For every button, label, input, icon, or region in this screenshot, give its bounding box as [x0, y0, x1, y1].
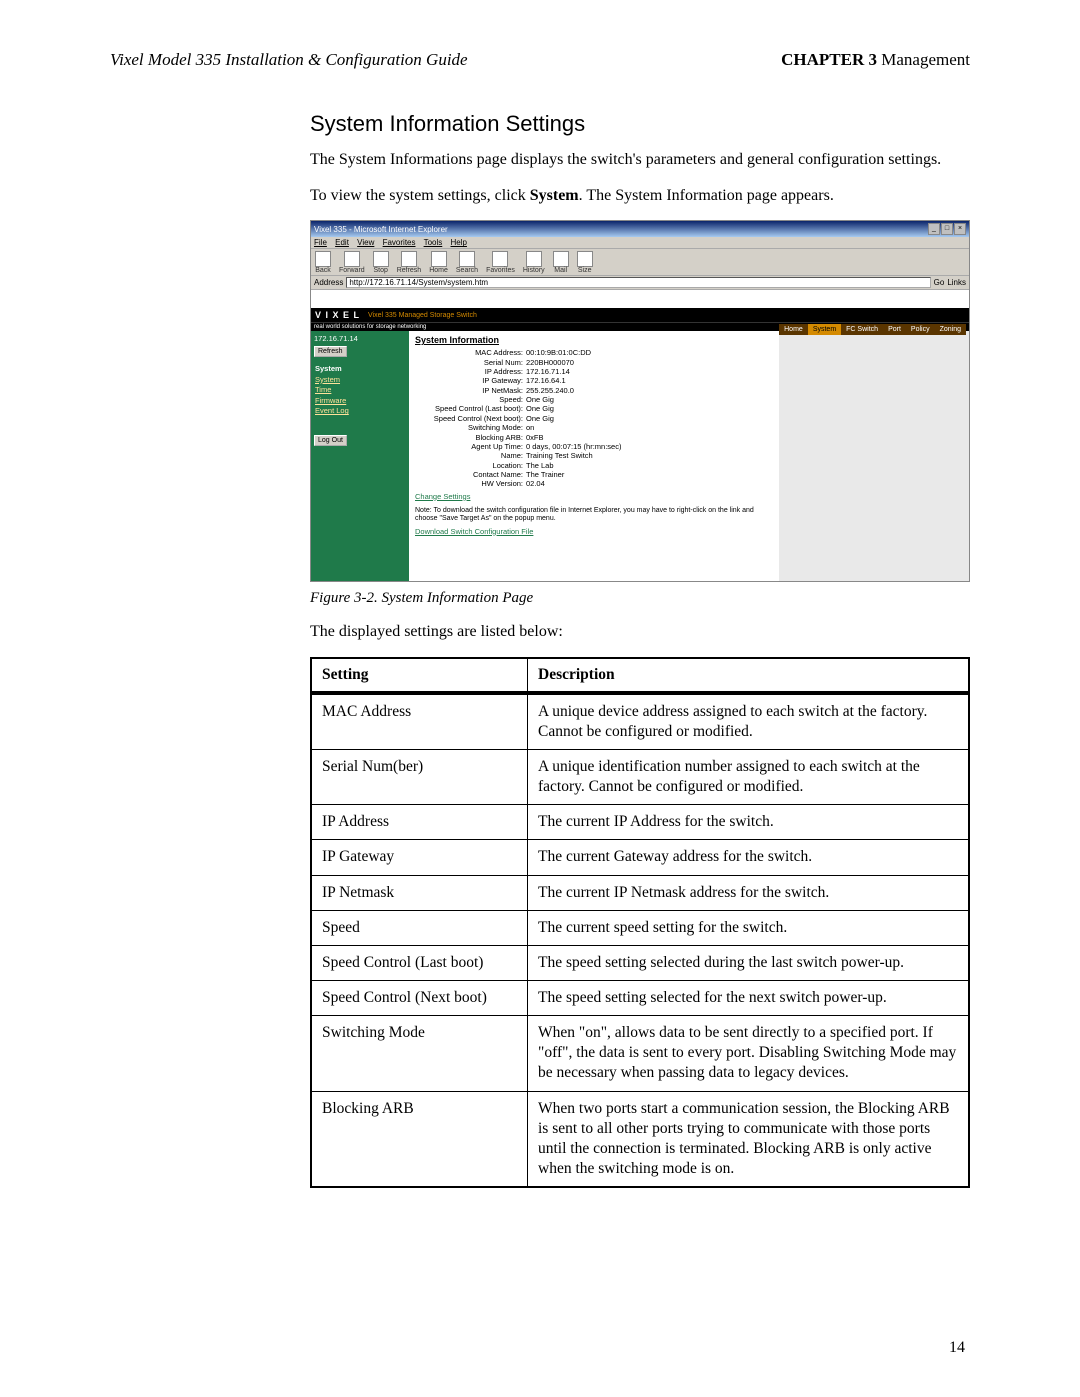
download-link[interactable]: Download Switch Configuration File: [415, 527, 533, 536]
info-row: Speed Control (Next boot):One Gig: [415, 414, 773, 423]
info-row: Name:Training Test Switch: [415, 451, 773, 460]
brand-slogan: real world solutions for storage network…: [311, 322, 969, 331]
toolbar-stop[interactable]: Stop: [373, 251, 389, 274]
sidebar-item-time[interactable]: Time: [314, 385, 406, 396]
panel-title: System Information: [415, 335, 773, 345]
minimize-icon[interactable]: _: [928, 223, 940, 235]
table-row: Serial Num(ber)A unique identification n…: [311, 750, 969, 805]
toolbar-back[interactable]: Back: [315, 251, 331, 274]
col-setting: Setting: [311, 658, 528, 693]
window-titlebar: Vixel 335 - Microsoft Internet Explorer …: [311, 221, 969, 237]
page-number: 14: [949, 1339, 965, 1357]
chapter-text: Management: [877, 50, 970, 69]
section-title: System Information Settings: [310, 111, 970, 137]
doc-title: Vixel Model 335 Installation & Configura…: [110, 50, 468, 70]
chapter-label: CHAPTER 3 Management: [781, 50, 970, 70]
window-buttons[interactable]: _ □ ×: [928, 223, 966, 235]
address-url[interactable]: http://172.16.71.14/System/system.htm: [346, 277, 930, 288]
window-title: Vixel 335 - Microsoft Internet Explorer: [314, 225, 448, 234]
figure-caption: Figure 3-2. System Information Page: [310, 590, 970, 607]
sidebar-item-eventlog[interactable]: Event Log: [314, 406, 406, 417]
nav-tabs[interactable]: HomeSystemFC SwitchPortPolicyZoning: [779, 324, 966, 335]
vixel-logo: V I X E L: [311, 308, 364, 322]
table-row: MAC AddressA unique device address assig…: [311, 693, 969, 750]
toolbar-size[interactable]: Size: [577, 251, 593, 274]
toolbar-favorites[interactable]: Favorites: [486, 251, 515, 274]
toolbar-home[interactable]: Home: [429, 251, 448, 274]
sidebar-ip: 172.16.71.14: [314, 334, 406, 343]
table-row: IP GatewayThe current Gateway address fo…: [311, 840, 969, 875]
main-panel: System Information MAC Address:00:10:9B:…: [409, 331, 779, 582]
brand-bar: V I X E L Vixel 335 Managed Storage Swit…: [311, 308, 969, 322]
table-row: Blocking ARBWhen two ports start a commu…: [311, 1091, 969, 1187]
table-row: Speed Control (Last boot)The speed setti…: [311, 945, 969, 980]
go-button[interactable]: Go: [934, 278, 945, 287]
sidebar-item-firmware[interactable]: Firmware: [314, 396, 406, 407]
change-settings-link[interactable]: Change Settings: [415, 492, 470, 501]
table-row: IP NetmaskThe current IP Netmask address…: [311, 875, 969, 910]
info-row: Agent Up Time:0 days, 00:07:15 (hr:mn:se…: [415, 442, 773, 451]
note-text: Note: To download the switch configurati…: [415, 507, 773, 524]
content-area: System Information Settings The System I…: [310, 111, 970, 1188]
toolbar-search[interactable]: Search: [456, 251, 478, 274]
tab-port[interactable]: Port: [883, 324, 906, 335]
sidebar-item-system[interactable]: System: [314, 375, 406, 386]
links-label[interactable]: Links: [947, 278, 966, 287]
table-row: Switching ModeWhen "on", allows data to …: [311, 1016, 969, 1091]
sidebar: 172.16.71.14 Refresh System System Time …: [311, 331, 409, 582]
table-row: Speed Control (Next boot)The speed setti…: [311, 981, 969, 1016]
info-row: Speed:One Gig: [415, 395, 773, 404]
info-row: Blocking ARB:0xFB: [415, 433, 773, 442]
maximize-icon[interactable]: □: [941, 223, 953, 235]
view-paragraph: To view the system settings, click Syste…: [310, 185, 970, 207]
settings-table: Setting Description MAC AddressA unique …: [310, 657, 970, 1188]
brand-subtitle: Vixel 335 Managed Storage Switch: [364, 312, 477, 319]
tab-home[interactable]: Home: [779, 324, 808, 335]
toolbar-mail[interactable]: Mail: [553, 251, 569, 274]
info-row: Switching Mode:on: [415, 423, 773, 432]
info-row: IP Address:172.16.71.14: [415, 367, 773, 376]
toolbar-refresh[interactable]: Refresh: [397, 251, 422, 274]
table-row: SpeedThe current speed setting for the s…: [311, 910, 969, 945]
sidebar-group: System: [314, 364, 406, 375]
info-row: Serial Num:220BH000070: [415, 358, 773, 367]
info-row: Location:The Lab: [415, 461, 773, 470]
table-row: IP AddressThe current IP Address for the…: [311, 805, 969, 840]
after-figure-text: The displayed settings are listed below:: [310, 621, 970, 643]
page-header: Vixel Model 335 Installation & Configura…: [110, 50, 970, 71]
info-row: IP Gateway:172.16.64.1: [415, 376, 773, 385]
info-row: Speed Control (Last boot):One Gig: [415, 404, 773, 413]
chapter-number: CHAPTER 3: [781, 50, 877, 69]
col-description: Description: [528, 658, 970, 693]
info-row: HW Version:02.04: [415, 479, 773, 488]
intro-paragraph: The System Informations page displays th…: [310, 149, 970, 171]
toolbar-forward[interactable]: Forward: [339, 251, 365, 274]
close-icon[interactable]: ×: [954, 223, 966, 235]
refresh-button[interactable]: Refresh: [314, 346, 347, 357]
logout-button[interactable]: Log Out: [314, 435, 347, 446]
info-row: Contact Name:The Trainer: [415, 470, 773, 479]
toolbar-history[interactable]: History: [523, 251, 545, 274]
tab-fcswitch[interactable]: FC Switch: [841, 324, 883, 335]
tab-policy[interactable]: Policy: [906, 324, 935, 335]
ie-toolbar[interactable]: Back Forward Stop Refresh Home Search Favorite…: [311, 249, 969, 276]
screenshot-figure: Vixel 335 - Microsoft Internet Explorer …: [310, 220, 970, 582]
info-row: IP NetMask:255.255.240.0: [415, 386, 773, 395]
tab-zoning[interactable]: Zoning: [935, 324, 966, 335]
ie-menubar[interactable]: File Edit View Favorites Tools Help: [311, 237, 969, 249]
info-row: MAC Address:00:10:9B:01:0C:DD: [415, 348, 773, 357]
ie-addressbar[interactable]: Address http://172.16.71.14/System/syste…: [311, 276, 969, 290]
tab-system[interactable]: System: [808, 324, 841, 335]
